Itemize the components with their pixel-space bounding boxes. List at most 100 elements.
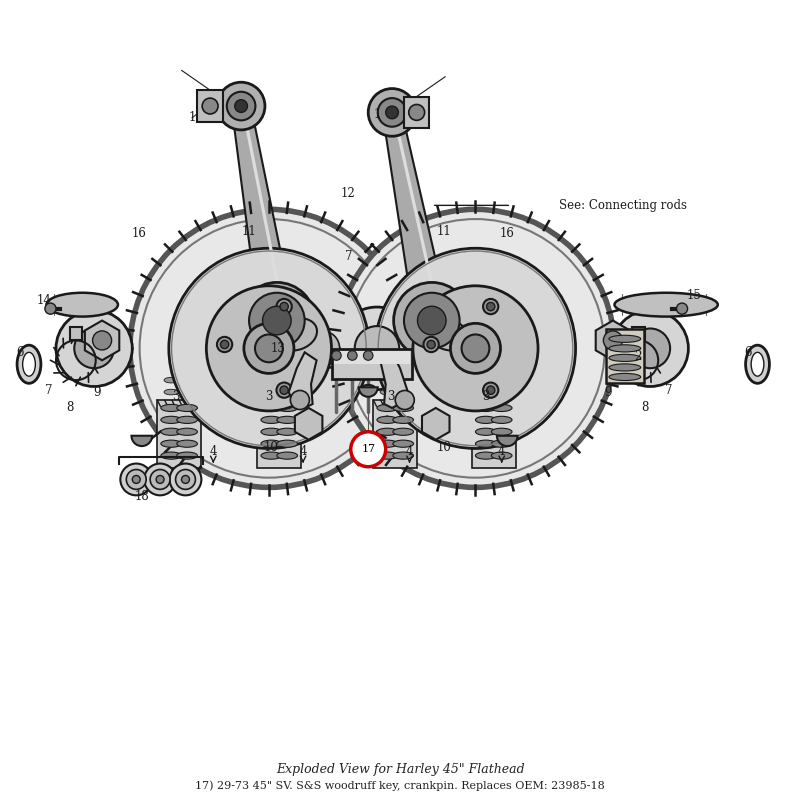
FancyBboxPatch shape [198, 90, 223, 122]
Circle shape [612, 310, 688, 386]
Ellipse shape [475, 416, 496, 423]
Ellipse shape [126, 470, 146, 490]
Ellipse shape [491, 428, 512, 435]
Circle shape [603, 331, 622, 350]
Circle shape [394, 282, 470, 358]
Text: 11: 11 [242, 225, 257, 238]
Text: 3: 3 [172, 390, 180, 402]
Ellipse shape [609, 335, 641, 342]
Ellipse shape [427, 318, 468, 350]
Circle shape [354, 326, 399, 370]
Ellipse shape [393, 452, 414, 459]
Circle shape [486, 386, 495, 394]
Polygon shape [632, 327, 645, 341]
FancyBboxPatch shape [606, 330, 644, 383]
Ellipse shape [396, 378, 410, 383]
Text: 8: 8 [641, 402, 648, 414]
Circle shape [169, 248, 369, 449]
Text: 1: 1 [188, 111, 195, 125]
Circle shape [378, 98, 406, 126]
Ellipse shape [280, 390, 294, 395]
Circle shape [255, 334, 283, 362]
Polygon shape [289, 352, 317, 408]
Circle shape [56, 310, 132, 386]
Ellipse shape [393, 428, 414, 435]
Circle shape [93, 331, 112, 350]
Text: 16: 16 [500, 226, 514, 240]
Ellipse shape [177, 416, 198, 423]
Circle shape [418, 306, 446, 335]
Circle shape [486, 302, 495, 310]
Text: 16: 16 [132, 226, 147, 240]
Ellipse shape [182, 475, 190, 483]
Text: 10: 10 [436, 441, 451, 454]
Circle shape [277, 382, 292, 398]
Ellipse shape [175, 470, 195, 490]
Ellipse shape [177, 440, 198, 447]
Circle shape [483, 299, 498, 314]
FancyBboxPatch shape [472, 400, 515, 467]
Text: 9: 9 [93, 386, 100, 398]
Ellipse shape [377, 452, 398, 459]
Text: 8: 8 [66, 402, 74, 414]
Ellipse shape [751, 352, 764, 376]
Text: 7: 7 [665, 384, 672, 397]
Ellipse shape [746, 345, 770, 383]
Circle shape [347, 350, 357, 360]
Text: Exploded View for Harley 45" Flathead: Exploded View for Harley 45" Flathead [276, 763, 524, 776]
Ellipse shape [156, 475, 164, 483]
Ellipse shape [264, 378, 278, 383]
Circle shape [368, 89, 416, 136]
Polygon shape [382, 110, 449, 324]
Text: 7: 7 [45, 384, 53, 397]
Text: 10: 10 [264, 441, 278, 454]
Text: 2: 2 [634, 350, 642, 363]
FancyBboxPatch shape [334, 350, 410, 364]
Text: 6: 6 [17, 346, 24, 359]
Ellipse shape [120, 463, 152, 495]
Circle shape [280, 302, 288, 310]
Circle shape [363, 350, 373, 360]
Ellipse shape [478, 378, 493, 383]
Text: 17: 17 [361, 444, 375, 454]
Circle shape [290, 390, 310, 410]
Ellipse shape [491, 452, 512, 459]
Polygon shape [70, 327, 82, 341]
Ellipse shape [164, 390, 178, 395]
Ellipse shape [494, 390, 509, 395]
Ellipse shape [380, 378, 394, 383]
Text: 6: 6 [744, 346, 752, 359]
Circle shape [74, 329, 114, 368]
Ellipse shape [161, 404, 182, 411]
Ellipse shape [170, 463, 202, 495]
Ellipse shape [277, 404, 298, 411]
Ellipse shape [144, 463, 176, 495]
Ellipse shape [161, 416, 182, 423]
Polygon shape [241, 106, 286, 319]
Circle shape [202, 98, 218, 114]
Circle shape [630, 329, 670, 368]
Ellipse shape [177, 428, 198, 435]
Ellipse shape [180, 378, 194, 383]
Circle shape [277, 299, 292, 314]
Ellipse shape [180, 390, 194, 395]
Ellipse shape [277, 416, 298, 423]
Ellipse shape [177, 404, 198, 411]
Ellipse shape [261, 404, 282, 411]
Ellipse shape [132, 475, 140, 483]
Circle shape [404, 293, 459, 348]
Circle shape [45, 303, 56, 314]
FancyBboxPatch shape [374, 400, 417, 467]
Ellipse shape [609, 345, 641, 352]
Ellipse shape [261, 452, 282, 459]
Circle shape [450, 323, 501, 374]
Text: 3: 3 [265, 390, 273, 402]
Circle shape [221, 340, 229, 349]
Ellipse shape [491, 440, 512, 447]
Text: 14: 14 [37, 294, 51, 307]
FancyBboxPatch shape [333, 349, 412, 379]
Ellipse shape [377, 404, 398, 411]
Ellipse shape [475, 452, 496, 459]
Circle shape [386, 106, 398, 118]
Ellipse shape [393, 440, 414, 447]
